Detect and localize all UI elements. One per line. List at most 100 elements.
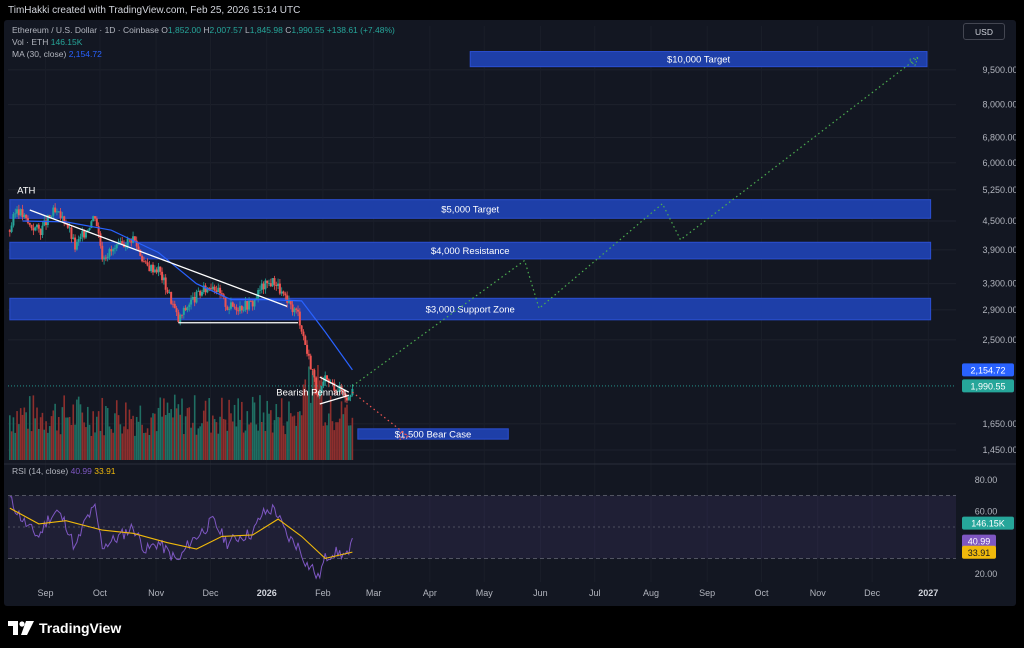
volume-bar: [241, 401, 243, 460]
volume-bar: [311, 370, 314, 460]
volume-bar: [135, 416, 138, 460]
volume-bar: [101, 397, 104, 460]
candle-body: [266, 280, 269, 284]
candle-body: [88, 227, 91, 231]
price-tag-label: 146.15K: [971, 519, 1005, 529]
candle-body: [335, 390, 338, 392]
volume-bar: [347, 425, 350, 460]
volume-bar: [65, 417, 67, 460]
price-axis-label: 6,800.00: [982, 132, 1016, 142]
rsi-axis-label: 80.00: [975, 475, 998, 485]
candle-body: [142, 261, 145, 263]
candle-body: [240, 306, 243, 311]
candle-body: [57, 211, 60, 213]
volume-bar: [222, 418, 225, 460]
volume-bar: [181, 398, 183, 460]
candle-body: [112, 249, 115, 252]
rsi-tag-box: [962, 545, 996, 559]
volume-bar: [318, 380, 321, 460]
volume-bar: [340, 401, 343, 460]
volume-bar: [36, 407, 38, 460]
volume-bar: [342, 414, 345, 460]
volume-bar: [148, 434, 151, 460]
volume-bar: [213, 419, 216, 460]
ma-value: 2,154.72: [68, 49, 102, 59]
currency-button[interactable]: USD: [963, 23, 1005, 40]
candle-body: [262, 283, 265, 290]
candle-body: [139, 249, 142, 257]
price-axis-label: 3,900.00: [982, 245, 1016, 255]
time-axis-label: Nov: [148, 588, 165, 598]
candle-body: [304, 336, 307, 345]
candle-body: [195, 291, 198, 303]
chart-svg: $10,000 Target $5,000 Target $4,000 Resist…: [4, 26, 1016, 598]
volume-bar: [70, 424, 73, 460]
volume-bar: [115, 400, 118, 460]
candle-body: [177, 312, 180, 323]
volume-bar: [67, 417, 69, 460]
close-value: 1,990.55: [291, 25, 325, 35]
candle-body: [28, 222, 31, 225]
time-axis-label: Sep: [699, 588, 715, 598]
candle-body: [19, 209, 22, 216]
volume-bar: [195, 434, 198, 460]
candle-body: [200, 291, 203, 296]
candle-body: [204, 285, 207, 293]
candle-body: [233, 306, 236, 308]
rsi-legend: RSI (14, close) 40.99 33.91: [12, 466, 116, 476]
volume-bar: [351, 417, 354, 460]
candle-body: [242, 309, 245, 311]
candle-body: [52, 207, 55, 216]
volume-bar: [99, 430, 102, 460]
candle-body: [14, 213, 17, 215]
volume-bar: [295, 425, 298, 460]
volume-bar: [346, 404, 348, 460]
candle-body: [260, 283, 263, 290]
candle-body: [113, 248, 116, 250]
candle-body: [186, 307, 189, 311]
volume-bar: [41, 412, 44, 460]
chart-annotation: Bearish Pennant: [276, 387, 347, 398]
volume-bar: [291, 416, 294, 460]
volume-bar: [257, 430, 259, 460]
candle-body: [333, 382, 336, 391]
volume-bar: [52, 410, 55, 460]
chart-panel[interactable]: $10,000 Target $5,000 Target $4,000 Resist…: [4, 20, 1016, 606]
candle-body: [115, 244, 118, 249]
candle-body: [152, 264, 155, 273]
volume-bar: [21, 414, 24, 460]
candle-body: [239, 306, 242, 312]
volume-bar: [271, 432, 274, 460]
candle-body: [157, 266, 160, 273]
candle-body: [199, 290, 202, 296]
candle-body: [306, 344, 309, 354]
volume-bar: [97, 411, 100, 460]
time-axis-label: Apr: [423, 588, 437, 598]
candle-body: [228, 308, 231, 310]
volume-bar: [270, 410, 272, 460]
price-axis-label: 1,650.00: [982, 419, 1016, 429]
trend-line: [319, 376, 350, 393]
volume-bar: [96, 416, 98, 460]
volume-bar: [173, 394, 176, 460]
volume-bar: [338, 418, 341, 460]
rsi-tag-box: [962, 534, 996, 548]
candle-body: [159, 266, 162, 272]
volume-bar: [230, 413, 232, 460]
volume-bar: [228, 399, 230, 460]
volume-bar: [172, 417, 174, 460]
volume-bar: [206, 421, 209, 460]
time-axis-label: 2026: [257, 588, 277, 598]
candle-body: [286, 295, 289, 303]
candle-body: [130, 238, 133, 243]
candle-body: [338, 385, 341, 392]
candle-body: [182, 307, 185, 315]
volume-bar: [313, 368, 316, 460]
volume-bar: [264, 430, 267, 460]
time-axis-label: Jun: [533, 588, 548, 598]
volume-bar: [81, 412, 84, 460]
candle-body: [106, 256, 109, 259]
volume-bar: [45, 421, 47, 460]
candle-body: [17, 209, 20, 216]
candle-body: [206, 287, 209, 293]
